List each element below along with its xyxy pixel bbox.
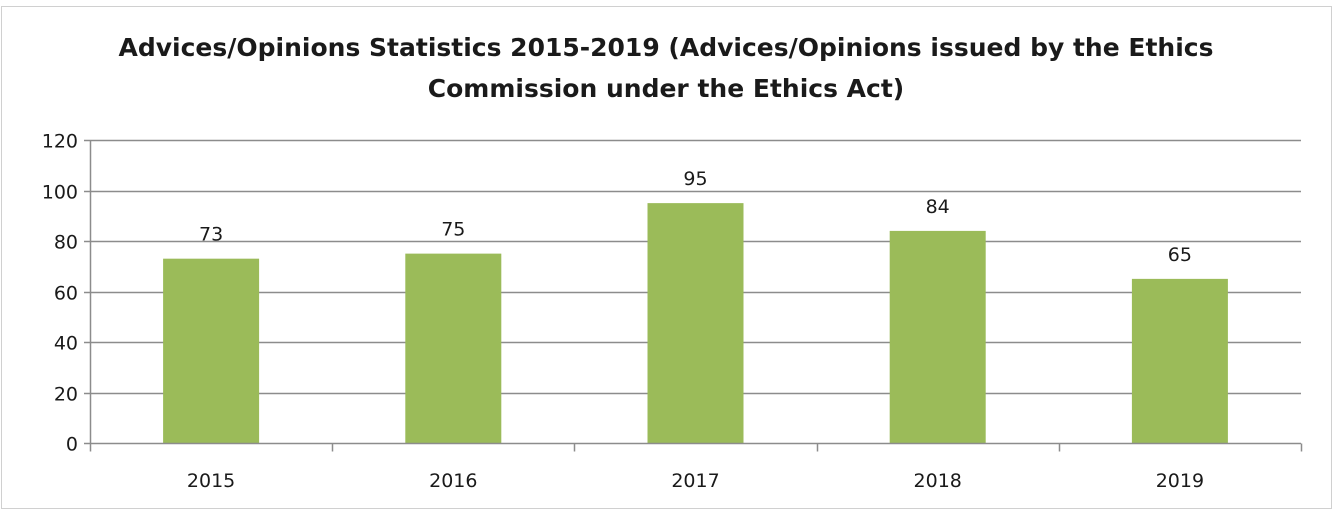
x-axis: 2015 2016 2017 2018 2019 — [89, 442, 1303, 492]
y-tick-label-80: 80 — [54, 232, 78, 254]
gridlines — [90, 139, 1301, 395]
x-tick-label-2015: 2015 — [187, 470, 235, 492]
x-tick-label-2019: 2019 — [1156, 470, 1204, 492]
y-tick-label-60: 60 — [54, 283, 78, 305]
bars — [163, 203, 1228, 443]
y-tick-label-120: 120 — [42, 131, 78, 153]
y-axis-ticks: 0 20 40 60 80 100 120 — [42, 131, 92, 456]
x-tick-label-2017: 2017 — [671, 470, 719, 492]
bar-2015 — [163, 258, 260, 443]
data-label-2015: 73 — [199, 224, 223, 246]
y-tick-label-40: 40 — [54, 333, 78, 355]
chart-title-line-1: Advices/Opinions Statistics 2015-2019 (A… — [119, 33, 1214, 62]
data-labels: 73 75 95 84 65 — [199, 168, 1192, 266]
x-tick-label-2018: 2018 — [914, 470, 962, 492]
y-tick-label-100: 100 — [42, 182, 78, 204]
data-label-2016: 75 — [441, 219, 465, 241]
data-label-2018: 84 — [926, 196, 950, 218]
y-tick-label-0: 0 — [66, 434, 78, 456]
bar-2016 — [405, 253, 502, 443]
y-tick-label-20: 20 — [54, 384, 78, 406]
x-tick-label-2016: 2016 — [429, 470, 477, 492]
bar-2017 — [647, 203, 744, 443]
data-label-2017: 95 — [683, 168, 707, 190]
bar-2018 — [889, 230, 986, 443]
data-label-2019: 65 — [1168, 244, 1192, 266]
bar-2019 — [1131, 278, 1228, 443]
chart-title-line-2: Commission under the Ethics Act) — [428, 74, 904, 103]
